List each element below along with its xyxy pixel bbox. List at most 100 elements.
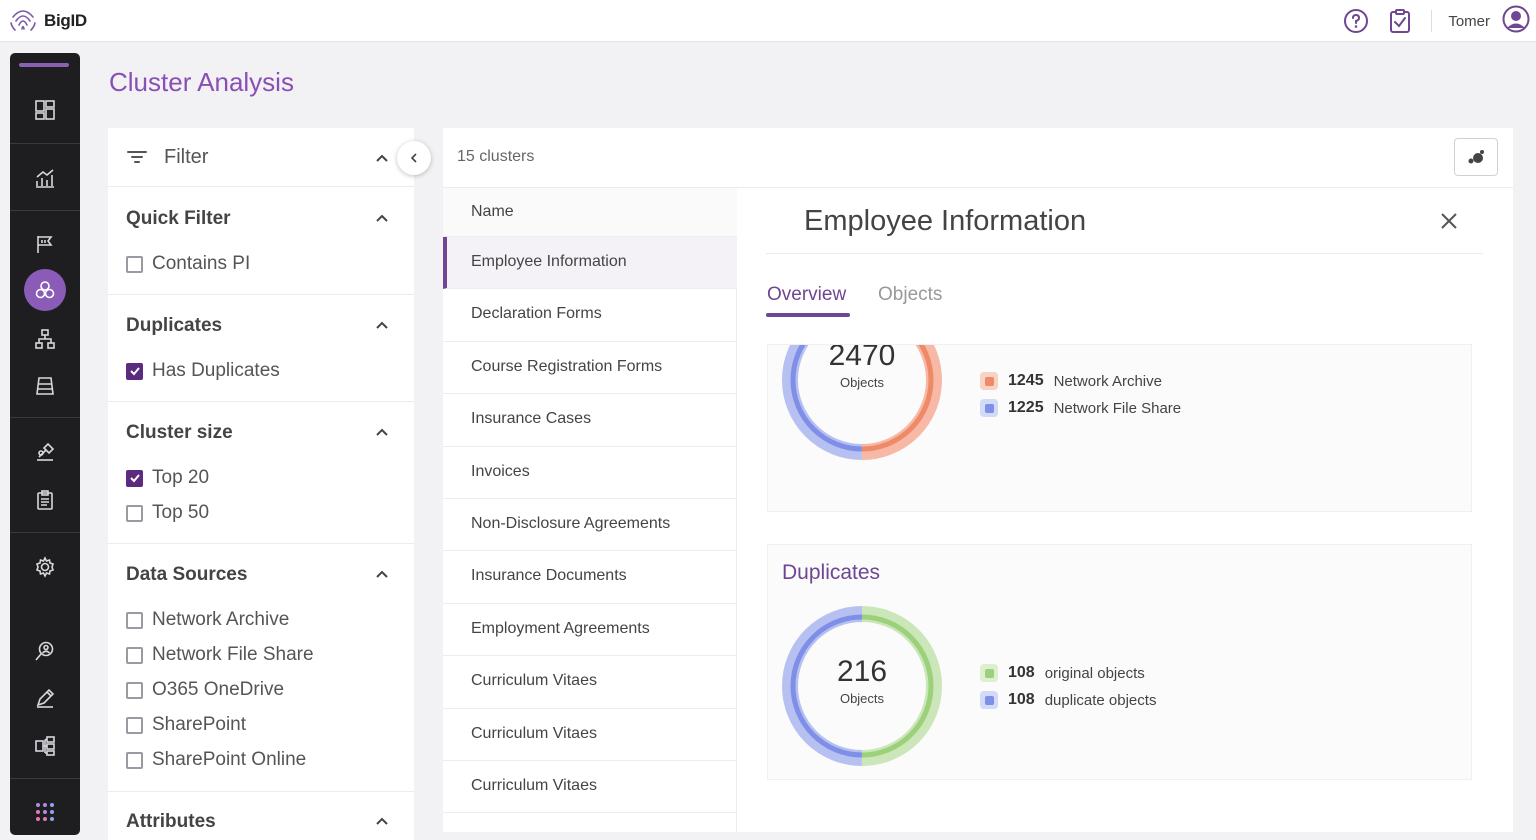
- duplicates-card: Duplicates 216 Objects 108 original obje…: [767, 544, 1472, 780]
- chevron-up-icon[interactable]: [374, 424, 390, 440]
- list-item[interactable]: Insurance Documents: [443, 551, 737, 604]
- fingerprint-logo-icon: [10, 10, 36, 31]
- help-icon[interactable]: [1341, 6, 1371, 36]
- apps-grid-icon[interactable]: [24, 791, 66, 833]
- page-title: Cluster Analysis: [109, 67, 294, 97]
- chevron-up-icon[interactable]: [374, 566, 390, 582]
- checkbox-top-50[interactable]: Top 50: [126, 502, 209, 524]
- filter-panel: Filter Quick Filter Contains PI Duplicat…: [108, 128, 414, 840]
- attributes-section: Attributes: [108, 792, 414, 840]
- legend-swatch: [980, 664, 998, 682]
- report-icon[interactable]: [24, 479, 66, 521]
- settings-icon[interactable]: [24, 546, 66, 588]
- search-person-icon[interactable]: [24, 630, 66, 672]
- legend-original-objects: 108 original objects: [980, 664, 1145, 682]
- hierarchy-icon[interactable]: [24, 318, 66, 360]
- tab-overview[interactable]: Overview: [767, 284, 847, 305]
- chevron-up-icon[interactable]: [374, 317, 390, 333]
- section-title: Data Sources: [126, 564, 248, 585]
- user-avatar-icon[interactable]: [1502, 5, 1530, 38]
- cluster-size-section: Cluster size Top 20 Top 50: [108, 402, 414, 544]
- bubble-chart-icon: [1468, 150, 1484, 164]
- checkbox-sharepoint[interactable]: SharePoint: [126, 714, 246, 736]
- close-icon[interactable]: [1438, 210, 1460, 232]
- section-title: Cluster size: [126, 422, 233, 443]
- logo[interactable]: BigID: [8, 7, 87, 35]
- checkbox[interactable]: [126, 646, 143, 664]
- clusters-count: 15 clusters: [457, 148, 535, 165]
- chevron-up-icon[interactable]: [374, 813, 390, 829]
- checkbox[interactable]: [126, 716, 143, 734]
- list-item[interactable]: Non-Disclosure Agreements: [443, 499, 737, 552]
- list-item[interactable]: Curriculum Vitaes: [443, 656, 737, 709]
- cluster-detail: Employee Information Overview Objects 24…: [738, 188, 1513, 832]
- checkbox-has-duplicates[interactable]: Has Duplicates: [126, 360, 280, 382]
- legend-swatch: [980, 399, 998, 417]
- list-item[interactable]: Course Registration Forms: [443, 342, 737, 395]
- list-item[interactable]: Employment Agreements: [443, 604, 737, 657]
- active-tab-indicator: [766, 313, 850, 317]
- checkbox-o365-onedrive[interactable]: O365 OneDrive: [126, 679, 284, 701]
- list-item[interactable]: Employee Information: [443, 237, 737, 290]
- cluster-icon[interactable]: [24, 269, 66, 311]
- datasource-icon[interactable]: [24, 725, 66, 767]
- cluster-list: Name Employee Information Declaration Fo…: [443, 188, 737, 832]
- tab-objects[interactable]: Objects: [878, 284, 943, 305]
- checkbox[interactable]: [126, 469, 143, 487]
- legend-network-file-share: 1225 Network File Share: [980, 399, 1181, 417]
- user-name[interactable]: Tomer: [1448, 12, 1490, 30]
- chevron-up-icon[interactable]: [374, 210, 390, 226]
- remediation-icon[interactable]: [24, 431, 66, 473]
- catalog-icon[interactable]: [24, 365, 66, 407]
- check-icon: [129, 474, 140, 483]
- chevron-up-icon[interactable]: [374, 150, 390, 166]
- quick-filter-section: Quick Filter Contains PI: [108, 188, 414, 295]
- nav-handle: [19, 63, 69, 67]
- checkbox[interactable]: [126, 504, 143, 522]
- duplicates-section: Duplicates Has Duplicates: [108, 295, 414, 402]
- data-sources-section: Data Sources Network Archive Network Fil…: [108, 544, 414, 792]
- clusters-panel: 15 clusters Name Employee Information De…: [443, 128, 1513, 832]
- checkbox[interactable]: [126, 362, 143, 380]
- objects-donut: [782, 345, 942, 460]
- checkbox[interactable]: [126, 681, 143, 699]
- legend-swatch: [980, 691, 998, 709]
- filter-header[interactable]: Filter: [108, 128, 414, 187]
- checkbox[interactable]: [126, 611, 143, 629]
- objects-total-label: Objects: [839, 375, 885, 390]
- legend-swatch: [980, 372, 998, 390]
- list-item[interactable]: Curriculum Vitaes: [443, 709, 737, 761]
- flag-icon[interactable]: [24, 223, 66, 265]
- filter-lines-icon: [127, 151, 147, 163]
- checkbox-network-file-share[interactable]: Network File Share: [126, 644, 314, 666]
- list-item[interactable]: Declaration Forms: [443, 289, 737, 342]
- list-item[interactable]: Invoices: [443, 447, 737, 499]
- list-item[interactable]: Curriculum Vitaes: [443, 761, 737, 814]
- checkbox-contains-pi[interactable]: Contains PI: [126, 253, 250, 275]
- objects-card: 2470 Objects 1245 Network Archive 1225 N…: [767, 344, 1472, 512]
- check-icon: [129, 367, 140, 376]
- pen-icon[interactable]: [24, 677, 66, 719]
- duplicates-title: Duplicates: [782, 561, 881, 584]
- checkbox-network-archive[interactable]: Network Archive: [126, 609, 289, 631]
- section-title: Quick Filter: [126, 208, 231, 229]
- chevron-left-icon: [410, 153, 417, 163]
- detail-title: Employee Information: [804, 205, 1087, 237]
- duplicates-total: 216: [836, 655, 888, 688]
- objects-total: 2470: [828, 344, 896, 372]
- list-header[interactable]: Name: [443, 188, 737, 237]
- duplicates-total-label: Objects: [839, 691, 885, 706]
- tasks-icon[interactable]: [1385, 6, 1415, 36]
- left-navigation: [10, 53, 80, 835]
- bubble-view-button[interactable]: [1454, 138, 1498, 176]
- dashboard-icon[interactable]: [24, 89, 66, 131]
- checkbox[interactable]: [126, 751, 143, 769]
- checkbox[interactable]: [126, 255, 143, 273]
- header-divider: [1431, 10, 1433, 32]
- analytics-icon[interactable]: [24, 157, 66, 199]
- checkbox-sharepoint-online[interactable]: SharePoint Online: [126, 749, 306, 771]
- list-item[interactable]: Insurance Cases: [443, 394, 737, 447]
- filter-title: Filter: [164, 146, 209, 168]
- checkbox-top-20[interactable]: Top 20: [126, 467, 209, 489]
- collapse-filter-button[interactable]: [397, 141, 431, 175]
